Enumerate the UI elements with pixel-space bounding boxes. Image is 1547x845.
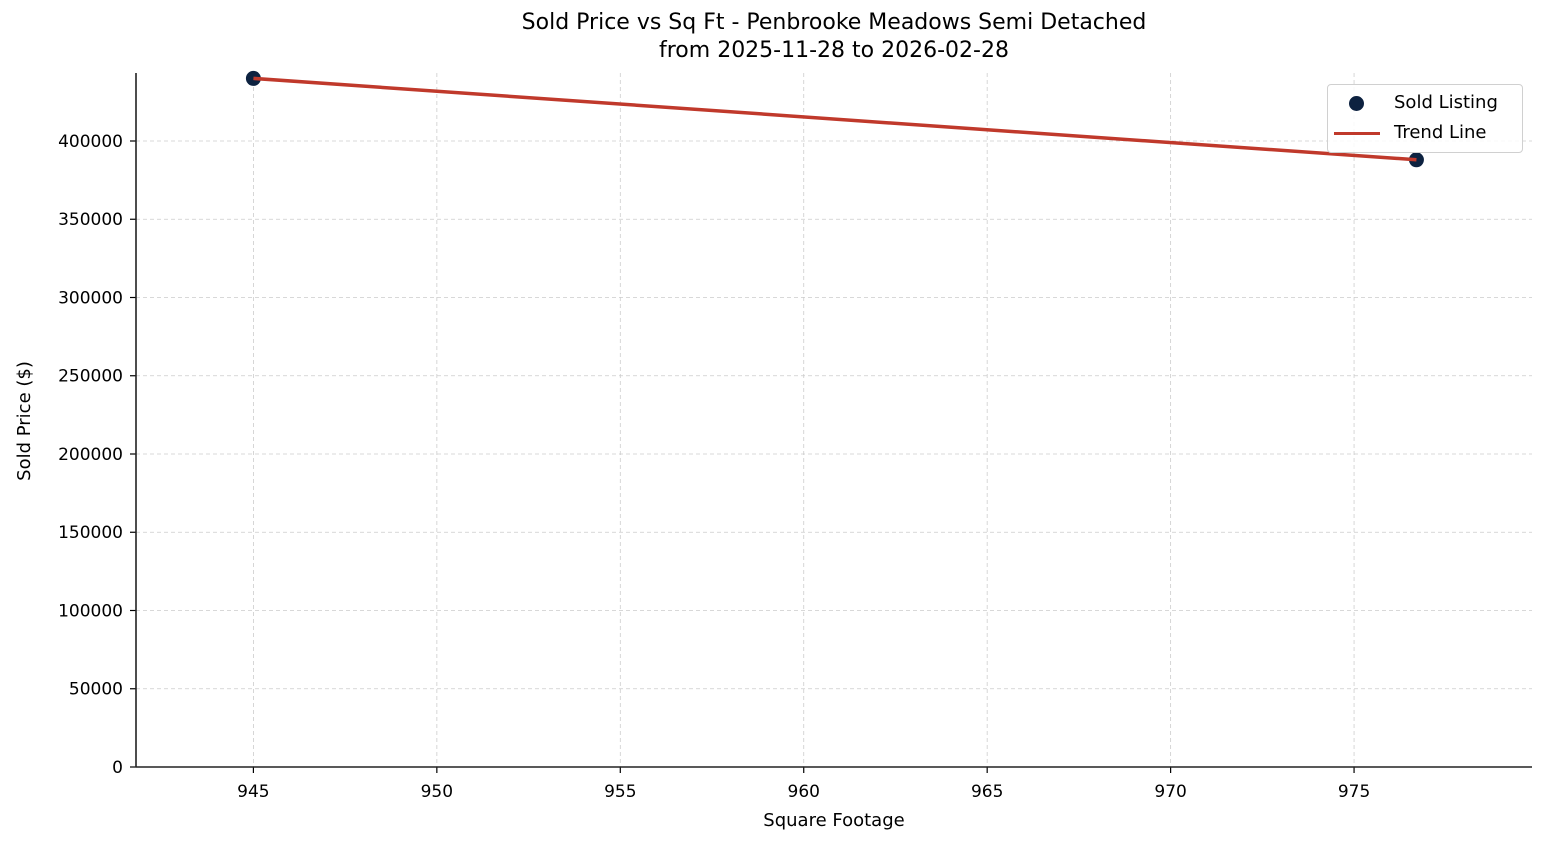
data-series bbox=[245, 70, 1424, 168]
legend: Sold Listing Trend Line bbox=[1327, 84, 1523, 153]
x-tick-label: 950 bbox=[421, 782, 453, 802]
legend-item-trend-line: Trend Line bbox=[1328, 121, 1522, 145]
x-tick-label: 965 bbox=[971, 782, 1003, 802]
legend-label: Sold Listing bbox=[1394, 92, 1498, 113]
axes bbox=[130, 73, 1532, 773]
chart-title: Sold Price vs Sq Ft - Penbrooke Meadows … bbox=[521, 10, 1147, 35]
x-tick-label: 970 bbox=[1154, 782, 1186, 802]
x-axis-label: Square Footage bbox=[763, 810, 904, 831]
chart-subtitle: from 2025-11-28 to 2026-02-28 bbox=[659, 38, 1009, 63]
y-tick-label: 0 bbox=[112, 758, 123, 778]
y-tick-label: 50000 bbox=[69, 680, 123, 700]
y-tick-label: 400000 bbox=[58, 132, 123, 152]
y-tick-label: 200000 bbox=[58, 445, 123, 465]
tick-labels: 945 950 955 960 965 970 975 0 50000 100000 150000 2… bbox=[58, 132, 1370, 802]
legend-label: Trend Line bbox=[1394, 122, 1487, 143]
x-tick-label: 955 bbox=[604, 782, 636, 802]
y-tick-label: 300000 bbox=[58, 288, 123, 308]
y-axis-label: Sold Price ($) bbox=[14, 361, 35, 481]
line-marker-icon bbox=[1334, 132, 1380, 135]
trend-line bbox=[253, 76, 1417, 162]
x-tick-label: 975 bbox=[1338, 782, 1370, 802]
legend-item-sold-listing: Sold Listing bbox=[1328, 91, 1522, 115]
y-tick-label: 150000 bbox=[58, 523, 123, 543]
y-tick-label: 350000 bbox=[58, 210, 123, 230]
scatter-marker-icon bbox=[1349, 96, 1364, 111]
x-tick-label: 945 bbox=[237, 782, 269, 802]
y-tick-label: 250000 bbox=[58, 367, 123, 387]
x-tick-label: 960 bbox=[788, 782, 820, 802]
y-tick-label: 100000 bbox=[58, 601, 123, 621]
grid-lines bbox=[136, 73, 1532, 767]
